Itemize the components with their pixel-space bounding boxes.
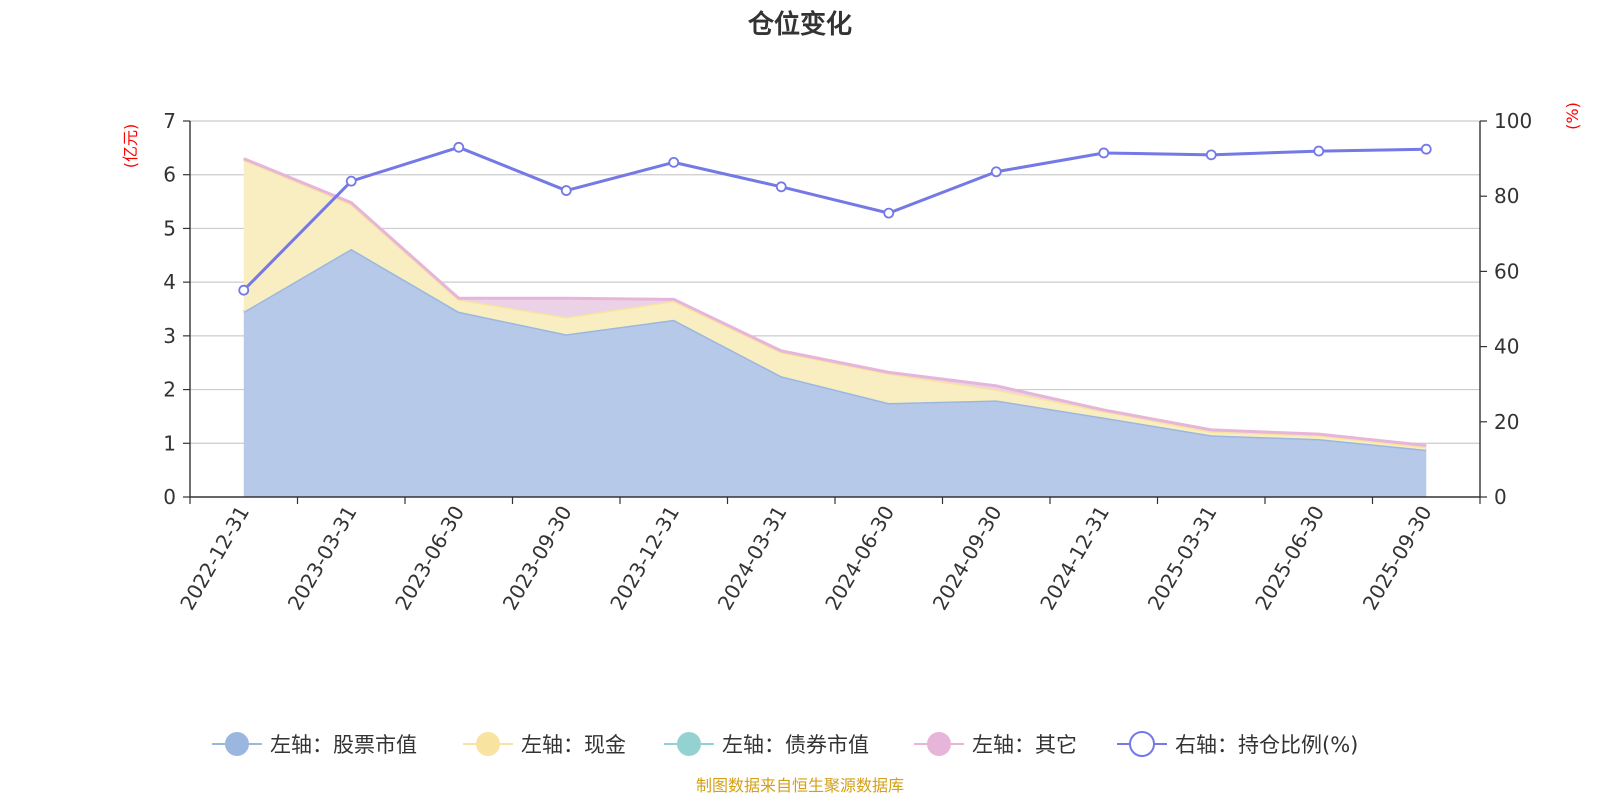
position-ratio-point [1205, 149, 1217, 161]
right-axis-unit: (%) [1563, 102, 1582, 130]
left-tick-label: 2 [163, 378, 176, 402]
left-tick-label: 7 [163, 109, 176, 133]
x-tick-label: 2025-09-30 [1358, 502, 1437, 615]
x-tick-label: 2025-03-31 [1143, 502, 1222, 615]
legend-label: 左轴：股票市值 [270, 733, 417, 757]
left-tick-label: 5 [163, 216, 176, 240]
left-tick-label: 6 [163, 163, 176, 187]
x-tick-label: 2023-06-30 [390, 502, 469, 615]
legend-item[interactable]: 左轴：现金 [463, 732, 626, 757]
data-source-note: 制图数据来自恒生聚源数据库 [696, 776, 904, 795]
position-ratio-point [1098, 147, 1110, 159]
legend[interactable]: 左轴：股票市值 左轴：现金 左轴：债券市值 左轴：其它 右轴：持仓比例(%) [212, 731, 1358, 757]
x-tick-label: 2024-03-31 [713, 502, 792, 615]
chart-title: 仓位变化 [747, 9, 852, 40]
left-tick-label: 0 [163, 485, 176, 509]
legend-item[interactable]: 左轴：股票市值 [212, 732, 417, 757]
legend-marker [476, 732, 500, 756]
right-tick-label: 40 [1494, 335, 1519, 359]
legend-item[interactable]: 左轴：其它 [914, 732, 1077, 757]
position-ratio-point [560, 185, 572, 196]
legend-label: 左轴：债券市值 [722, 733, 869, 757]
legend-marker [927, 732, 951, 756]
x-tick-label: 2023-09-30 [498, 502, 577, 615]
position-ratio-point [668, 156, 680, 168]
x-tick-label: 2023-12-31 [605, 502, 684, 615]
position-ratio-point [775, 181, 787, 193]
legend-item[interactable]: 左轴：债券市值 [664, 732, 869, 757]
x-tick-label: 2024-06-30 [820, 502, 899, 615]
legend-marker [677, 732, 701, 756]
area-fill [243, 248, 1427, 497]
x-tick-label: 2023-03-31 [283, 502, 362, 615]
legend-label: 左轴：其它 [972, 733, 1077, 757]
line-series [238, 141, 1432, 296]
x-tick-label: 2024-12-31 [1035, 502, 1114, 615]
left-tick-label: 1 [163, 431, 176, 455]
left-axis-unit: (亿元) [121, 124, 140, 169]
position-ratio-point [883, 207, 895, 219]
legend-marker [1129, 731, 1155, 757]
right-tick-label: 100 [1494, 109, 1532, 133]
position-ratio-point [990, 166, 1002, 178]
legend-label: 右轴：持仓比例(%) [1175, 733, 1358, 757]
left-tick-label: 3 [163, 324, 176, 348]
right-tick-label: 20 [1494, 410, 1519, 434]
right-tick-label: 60 [1494, 259, 1519, 283]
position-ratio-point [345, 175, 357, 187]
legend-item[interactable]: 右轴：持仓比例(%) [1117, 731, 1358, 757]
x-tick-label: 2022-12-31 [175, 502, 254, 615]
position-ratio-point [238, 284, 250, 296]
legend-label: 左轴：现金 [521, 733, 626, 757]
right-tick-label: 0 [1494, 485, 1507, 509]
x-tick-label: 2025-06-30 [1250, 502, 1329, 615]
area-fill [243, 158, 1427, 448]
area-fill [243, 159, 1427, 450]
legend-marker [225, 732, 249, 756]
position-ratio-point [1313, 145, 1325, 157]
right-tick-label: 80 [1494, 184, 1519, 208]
position-ratio-line [242, 145, 1427, 292]
position-ratio-point [1420, 143, 1432, 155]
x-tick-label: 2024-09-30 [928, 502, 1007, 615]
area-series [242, 157, 1427, 497]
left-tick-label: 4 [163, 270, 176, 294]
area-edge-line [243, 157, 1427, 447]
position-ratio-point [453, 141, 465, 153]
